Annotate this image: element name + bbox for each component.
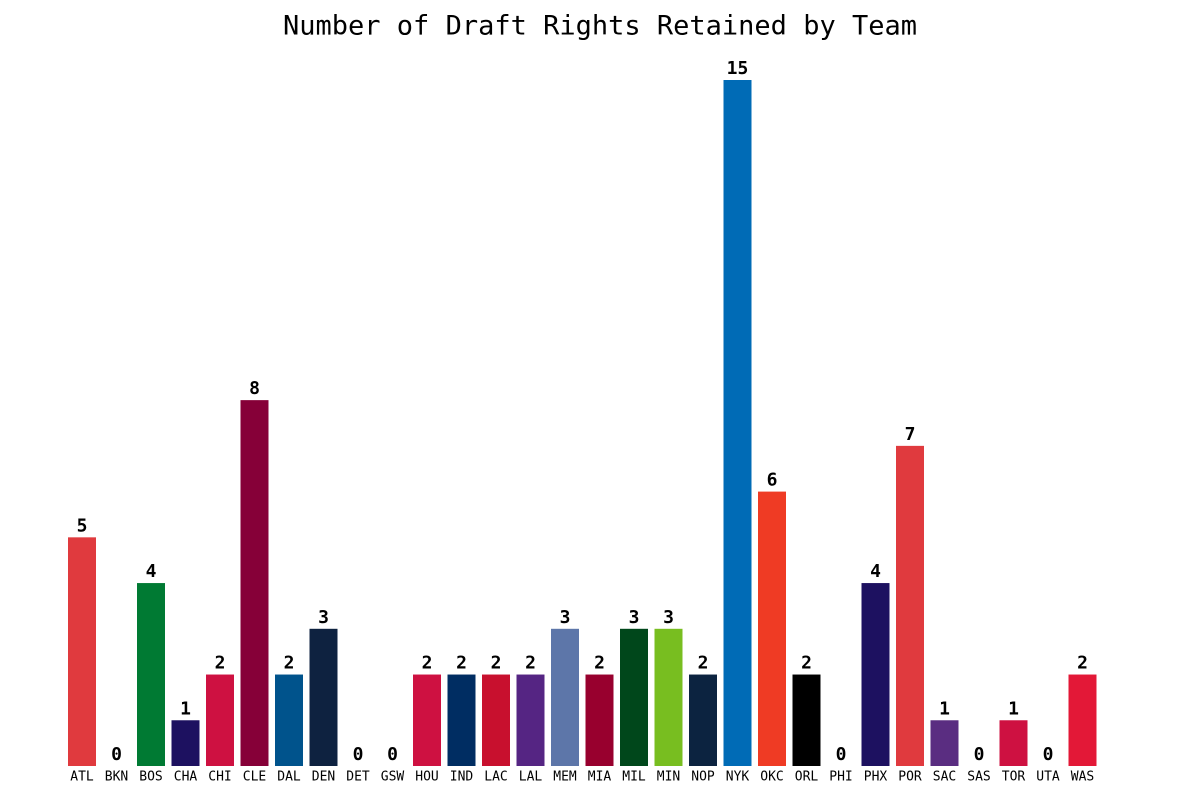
- value-label: 2: [215, 653, 226, 674]
- x-tick-label: MIL: [622, 770, 646, 785]
- x-tick-label: LAC: [484, 770, 507, 785]
- x-tick-label: MIA: [588, 770, 612, 785]
- bar: [447, 674, 476, 766]
- value-label: 2: [801, 653, 812, 674]
- value-label: 2: [594, 653, 605, 674]
- value-label: 3: [560, 607, 571, 628]
- x-tick-label: NOP: [691, 770, 715, 785]
- x-tick-label: MIN: [657, 770, 680, 785]
- bar: [482, 674, 510, 766]
- x-tick-label: DAL: [277, 770, 301, 785]
- bar: [206, 674, 234, 766]
- value-label: 2: [1077, 653, 1088, 674]
- bar: [516, 674, 545, 766]
- value-label: 1: [1008, 698, 1019, 719]
- bar: [999, 720, 1028, 766]
- value-label: 0: [353, 744, 364, 765]
- x-tick-label: LAL: [519, 770, 543, 785]
- value-label: 0: [111, 744, 122, 765]
- bar: [585, 674, 614, 766]
- bar: [689, 674, 717, 766]
- bar: [758, 491, 786, 766]
- x-tick-label: CLE: [243, 770, 266, 785]
- value-label: 2: [284, 653, 295, 674]
- value-label: 0: [1043, 744, 1054, 765]
- x-tick-label: ORL: [795, 770, 819, 785]
- x-tick-label: POR: [898, 770, 922, 785]
- bar: [1068, 674, 1097, 766]
- x-tick-label: MEM: [553, 770, 577, 785]
- value-label: 1: [180, 698, 191, 719]
- x-tick-label: UTA: [1036, 770, 1060, 785]
- x-tick-label: WAS: [1071, 770, 1094, 785]
- bar: [413, 674, 441, 766]
- value-label: 0: [974, 744, 985, 765]
- bar: [68, 537, 96, 766]
- x-tick-label: PHX: [864, 770, 888, 785]
- value-label: 5: [77, 515, 88, 536]
- chart-title: Number of Draft Rights Retained by Team: [283, 11, 917, 42]
- bar: [861, 583, 890, 766]
- bar: [171, 720, 200, 766]
- value-label: 15: [727, 58, 749, 79]
- bar: [930, 720, 959, 766]
- x-tick-label: TOR: [1002, 770, 1026, 785]
- value-label: 3: [663, 607, 674, 628]
- x-tick-label: SAC: [933, 770, 956, 785]
- x-tick-label: DET: [346, 770, 370, 785]
- x-tick-label: HOU: [415, 770, 438, 785]
- bar: [620, 628, 648, 766]
- bar: [896, 445, 924, 766]
- value-label: 4: [146, 561, 157, 582]
- bar: [137, 583, 165, 766]
- x-tick-label: NYK: [726, 770, 750, 785]
- value-label: 6: [767, 470, 778, 491]
- x-tick-label: BKN: [105, 770, 128, 785]
- value-label: 1: [939, 698, 950, 719]
- x-tick-label: IND: [450, 770, 474, 785]
- value-label: 4: [870, 561, 881, 582]
- bar: [792, 674, 821, 766]
- bar: [723, 80, 752, 766]
- bar: [654, 628, 683, 766]
- bar: [551, 628, 579, 766]
- value-label: 2: [525, 653, 536, 674]
- value-label: 8: [249, 378, 260, 399]
- bar: [309, 628, 338, 766]
- value-label: 2: [698, 653, 709, 674]
- value-label: 2: [491, 653, 502, 674]
- value-label: 0: [387, 744, 398, 765]
- x-tick-label: SAS: [967, 770, 990, 785]
- x-tick-label: ATL: [70, 770, 94, 785]
- x-tick-label: DEN: [312, 770, 335, 785]
- value-label: 2: [422, 653, 433, 674]
- bar: [275, 674, 303, 766]
- x-tick-label: CHA: [174, 770, 198, 785]
- value-label: 3: [629, 607, 640, 628]
- value-label: 7: [905, 424, 916, 445]
- x-tick-label: CHI: [208, 770, 231, 785]
- x-tick-label: OKC: [760, 770, 783, 785]
- x-tick-label: PHI: [829, 770, 852, 785]
- bar: [240, 400, 269, 766]
- x-tick-label: BOS: [139, 770, 162, 785]
- value-label: 3: [318, 607, 329, 628]
- value-label: 2: [456, 653, 467, 674]
- value-label: 0: [836, 744, 847, 765]
- x-tick-label: GSW: [381, 770, 405, 785]
